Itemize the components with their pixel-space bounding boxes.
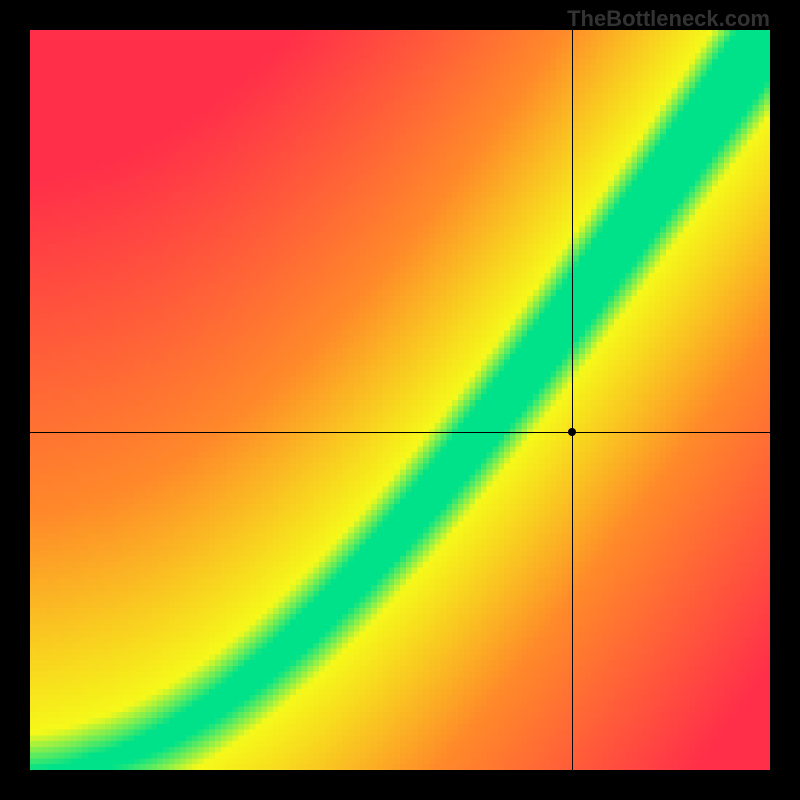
bottleneck-heatmap (30, 30, 770, 770)
crosshair-horizontal (30, 432, 770, 433)
watermark-text: TheBottleneck.com (567, 6, 770, 32)
heatmap-canvas (30, 30, 770, 770)
crosshair-vertical (572, 30, 573, 770)
crosshair-marker (568, 428, 576, 436)
